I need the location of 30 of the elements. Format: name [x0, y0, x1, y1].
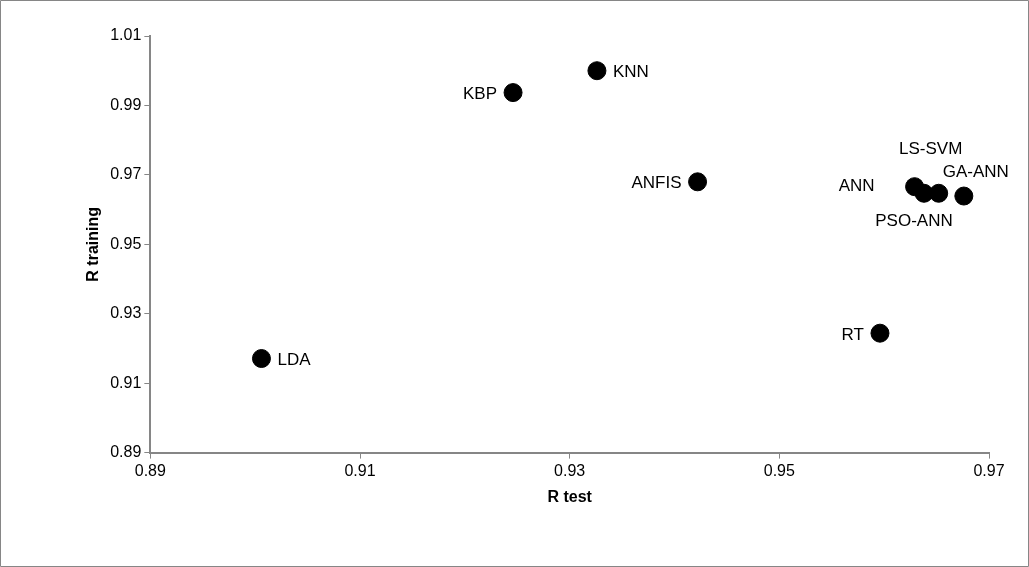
annotation: PSO-ANN — [875, 210, 953, 230]
y-tick-label: 0.97 — [110, 165, 142, 183]
annotation: GA-ANN — [942, 161, 1009, 181]
x-axis-title: R test — [547, 487, 593, 505]
annotation: KBP — [463, 84, 498, 104]
annotation: KNN — [612, 62, 649, 82]
annotation: LS-SVM — [899, 138, 963, 158]
x-tick-label: 0.93 — [554, 461, 586, 479]
point — [954, 186, 974, 206]
annotation: ANFIS — [631, 173, 682, 193]
y-tick-label: 0.95 — [110, 234, 142, 252]
point — [929, 183, 949, 203]
point — [688, 172, 708, 192]
point — [870, 323, 890, 343]
annotation: ANN — [838, 176, 875, 196]
y-axis-title: R training — [84, 206, 102, 282]
x-tick-label: 0.89 — [134, 461, 167, 479]
annotation: RT — [841, 324, 864, 344]
y-tick-label: 0.93 — [110, 304, 142, 322]
y-tick-label: 0.91 — [110, 373, 142, 391]
y-tick-label: 0.99 — [110, 95, 142, 113]
point — [587, 61, 607, 81]
y-tick-label: 0.89 — [110, 443, 142, 461]
x-tick-label: 0.97 — [973, 461, 1005, 479]
x-tick-label: 0.95 — [763, 461, 796, 479]
point — [503, 83, 523, 103]
y-tick-label: 1.01 — [110, 26, 142, 44]
x-tick-label: 0.91 — [344, 461, 376, 479]
point — [251, 349, 271, 369]
annotation: LDA — [277, 350, 312, 370]
